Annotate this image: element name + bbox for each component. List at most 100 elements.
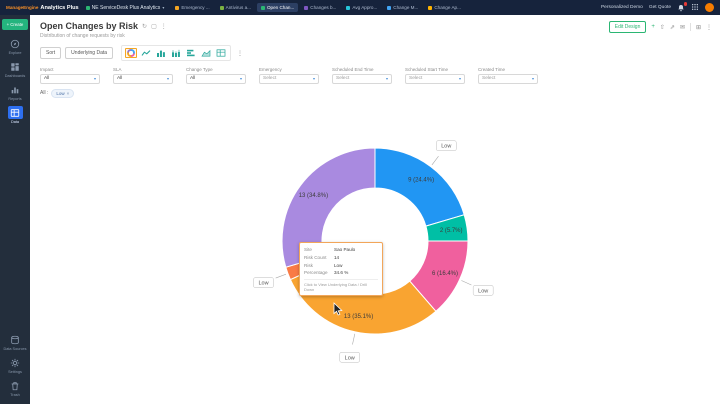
plus-icon: + <box>6 22 10 27</box>
chart-type-bar[interactable] <box>155 48 167 58</box>
callout-leader-line <box>275 273 287 279</box>
slice-value-label: 6 (16.4%) <box>432 271 458 277</box>
sidebar-item-data-sources[interactable]: Data Sources <box>0 330 30 353</box>
sidebar-item-reports[interactable]: Reports <box>0 80 30 103</box>
chart-type-line[interactable] <box>140 48 152 58</box>
more-vertical-icon[interactable]: ⋮ <box>160 23 167 30</box>
tab-change-ap[interactable]: Change Ap... <box>424 3 465 12</box>
edit-design-button[interactable]: Edit Design <box>608 21 647 33</box>
slice-value-label: 9 (24.4%) <box>408 177 434 183</box>
database-icon <box>8 333 23 346</box>
filter-created-time: Created Time Select ▾ <box>478 67 538 84</box>
comment-icon[interactable]: ✉ <box>679 24 685 31</box>
chart-type-table[interactable] <box>215 48 227 58</box>
tab-change-m[interactable]: Change M... <box>383 3 422 12</box>
view-tabs: Emergency ... Antivirus a... Open Chan..… <box>171 3 594 12</box>
tab-label: Avg Appro... <box>352 5 378 10</box>
tab-avg-approval[interactable]: Avg Appro... <box>342 3 381 12</box>
chart-type-stacked-bar[interactable] <box>170 48 182 58</box>
callout-label: Low <box>441 144 451 150</box>
callout-box[interactable] <box>436 140 457 151</box>
sidebar-item-dashboards[interactable]: Dashboards <box>0 57 30 80</box>
filter-change-type-select[interactable]: All ▾ <box>186 73 246 84</box>
callout-box[interactable] <box>339 352 360 363</box>
toolbar-more-icon[interactable]: ⋮ <box>237 50 244 57</box>
slice-value-label: 13 (34.8%) <box>299 193 328 199</box>
filter-created-time-select[interactable]: Select ▾ <box>478 73 538 84</box>
underlying-data-button[interactable]: Underlying Data <box>65 47 114 59</box>
create-label: Create <box>10 22 24 27</box>
sidebar-item-data[interactable]: Data <box>0 103 30 126</box>
notifications-bell-icon[interactable] <box>677 2 687 12</box>
filter-scheduled-end-time-select[interactable]: Select ▾ <box>332 73 392 84</box>
brand-product: Analytics Plus <box>40 4 79 11</box>
filter-scheduled-start-time-select[interactable]: Select ▾ <box>405 73 465 84</box>
chart-type-donut[interactable] <box>125 48 138 58</box>
applied-filter-chip[interactable]: Low × <box>51 88 75 98</box>
filter-value: Select <box>263 76 277 81</box>
filter-label: Change Type <box>186 67 213 72</box>
callout-leader-line <box>431 155 439 166</box>
workspace-icon <box>85 5 90 10</box>
header-more-icon[interactable]: ⋮ <box>706 24 712 31</box>
sidebar-item-label: Settings <box>8 370 22 374</box>
chevron-down-icon: ▾ <box>93 76 96 81</box>
chevron-down-icon: ▾ <box>312 76 315 81</box>
tab-icon <box>346 5 351 10</box>
create-button[interactable]: + Create <box>2 19 28 30</box>
refresh-icon[interactable]: ↻ <box>142 23 148 30</box>
share-icon[interactable]: ⇗ <box>669 24 675 31</box>
filter-emergency: Emergency Select ▾ <box>259 67 319 84</box>
sort-button[interactable]: Sort <box>40 47 62 59</box>
tab-antivirus[interactable]: Antivirus a... <box>216 3 255 12</box>
callout-box[interactable] <box>472 285 494 296</box>
frame-icon[interactable]: ▢ <box>151 23 157 30</box>
apps-grid-icon[interactable] <box>691 3 699 13</box>
donut-chart[interactable]: 9 (24.4%) Low 2 (5.7%) 6 (16.4%) Low 13 (35.1… <box>225 126 545 376</box>
add-icon[interactable]: + <box>651 24 655 30</box>
filter-label: SLA <box>113 67 122 72</box>
apps-icon[interactable]: ⊞ <box>695 24 701 31</box>
tab-emergency[interactable]: Emergency ... <box>171 3 213 12</box>
filter-sla: SLA All ▾ <box>113 67 173 84</box>
filter-label: Scheduled End Time <box>332 67 374 72</box>
filter-value: All <box>190 76 196 81</box>
tab-open-changes[interactable]: Open Chan... <box>256 3 299 12</box>
sidebar-item-explore[interactable]: Explore <box>0 34 30 57</box>
sidebar-item-trash[interactable]: Trash <box>0 376 30 399</box>
chevron-down-icon: ▾ <box>162 5 165 10</box>
workspace-name: NE ServiceDesk Plus Analytics <box>91 4 161 11</box>
chart-type-area[interactable] <box>200 48 212 58</box>
filter-emergency-select[interactable]: Select ▾ <box>259 73 319 84</box>
user-avatar[interactable] <box>705 3 714 12</box>
callout-box[interactable] <box>253 277 274 288</box>
filter-value: Select <box>336 76 350 81</box>
brand-logo: ManageEngine Analytics Plus <box>6 5 79 11</box>
donut-slice-5[interactable] <box>281 147 376 268</box>
export-icon[interactable]: ⇧ <box>659 24 665 31</box>
tab-icon <box>219 5 224 10</box>
header-actions: Edit Design + ⇧ ⇗ ✉ ⊞ ⋮ <box>608 21 712 33</box>
tooltip-label: Risk <box>304 262 313 268</box>
filter-label: Scheduled Start Time <box>405 67 449 72</box>
filter-impact-select[interactable]: All ▾ <box>40 73 100 84</box>
filter-sla-select[interactable]: All ▾ <box>113 73 173 84</box>
personalized-demo-link[interactable]: Personalized Demo <box>600 5 643 10</box>
chart-type-horizontal-bar[interactable] <box>185 48 197 58</box>
get-quote-link[interactable]: Get Quote <box>648 5 671 10</box>
workspace-selector[interactable]: NE ServiceDesk Plus Analytics ▾ <box>85 4 165 11</box>
sidebar-item-label: Dashboards <box>4 74 26 78</box>
chevron-down-icon: ▾ <box>239 76 242 81</box>
chart-toolbar: Sort Underlying Data ⋮ <box>40 45 710 61</box>
chevron-down-icon: ▾ <box>166 76 169 81</box>
chevron-down-icon: ▾ <box>385 76 388 81</box>
tab-changes-b[interactable]: Changes b... <box>300 3 340 12</box>
gear-icon <box>8 356 23 369</box>
page-title: Open Changes by Risk <box>40 21 139 31</box>
tab-icon <box>428 5 433 10</box>
close-icon[interactable]: × <box>66 90 70 96</box>
tab-icon <box>260 5 265 10</box>
donut-slice-0[interactable] <box>374 147 465 227</box>
sidebar-item-settings[interactable]: Settings <box>0 353 30 376</box>
